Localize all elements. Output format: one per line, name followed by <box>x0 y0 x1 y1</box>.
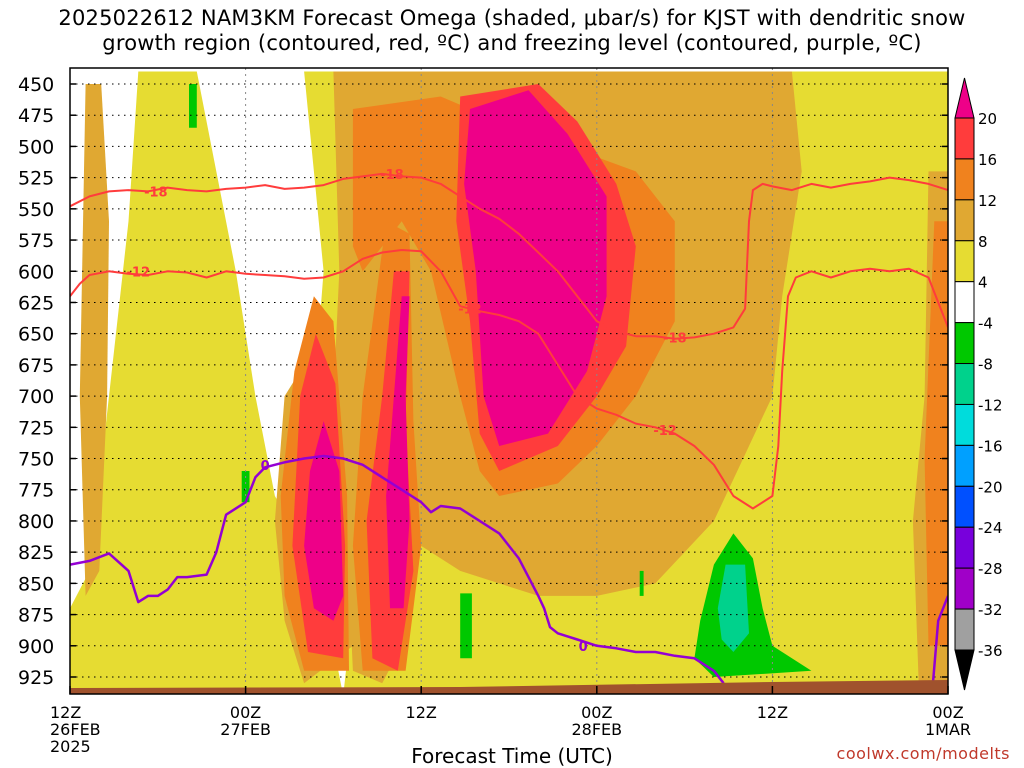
colorbar-swatch <box>954 444 975 487</box>
credit-url[interactable]: coolwx.com/modelts <box>836 744 1010 763</box>
colorbar-swatch <box>954 240 975 283</box>
colorbar-label: -24 <box>978 519 1003 537</box>
y-tick-label: 775 <box>18 480 54 502</box>
y-tick-label: 475 <box>18 105 54 127</box>
x-tick-label: 2025 <box>50 737 91 756</box>
freezing-level-line-right <box>931 595 948 690</box>
colorbar-label: -12 <box>978 396 1003 414</box>
colorbar-swatch <box>954 281 975 324</box>
x-tick-label: 28FEB <box>571 720 622 739</box>
colorbar-swatch <box>954 403 975 446</box>
colorbar-label: -28 <box>978 560 1003 578</box>
colorbar-label: 16 <box>978 151 997 169</box>
colorbar-swatch <box>954 158 975 201</box>
colorbar-swatch <box>954 567 975 610</box>
omega-region-14 <box>304 421 344 621</box>
colorbar-label: -4 <box>978 315 993 333</box>
omega-region-17 <box>717 564 749 652</box>
y-tick-label: 700 <box>18 386 54 408</box>
omega-region-15 <box>386 296 410 609</box>
omega-region-0 <box>70 71 343 694</box>
y-tick-label: 450 <box>18 74 54 96</box>
y-tick-label: 725 <box>18 417 54 439</box>
x-tick-label: 12Z <box>50 703 81 722</box>
colorbar-label: 8 <box>978 233 988 251</box>
dgz-contour-label: -12 <box>458 303 482 318</box>
chart-title-line-2: growth region (contoured, red, ºC) and f… <box>102 31 922 55</box>
colorbar-swatch <box>954 608 975 651</box>
x-tick-label: 12Z <box>757 703 788 722</box>
dgz-contour-label: -12 <box>653 424 677 439</box>
y-tick-label: 575 <box>18 230 54 252</box>
plot-frame <box>69 67 949 695</box>
y-tick-label: 550 <box>18 199 54 221</box>
colorbar-swatch <box>954 322 975 365</box>
x-tick-label: 00Z <box>230 703 261 722</box>
dgz-contour-label: -18 <box>663 331 687 346</box>
colorbar-label: 12 <box>978 192 997 210</box>
colorbar-swatch <box>954 199 975 242</box>
y-tick-label: 875 <box>18 605 54 627</box>
colorbar-label: -8 <box>978 356 993 374</box>
y-tick-label: 625 <box>18 292 54 314</box>
dgz-contour-m12 <box>70 249 948 510</box>
y-tick-label: 500 <box>18 136 54 158</box>
x-tick-label: 00Z <box>932 703 963 722</box>
x-axis-title: Forecast Time (UTC) <box>411 744 613 768</box>
colorbar-label: 4 <box>978 274 988 292</box>
colorbar-swatch <box>954 117 975 160</box>
colorbar-swatch <box>954 363 975 405</box>
y-tick-label: 650 <box>18 324 54 346</box>
x-tick-label: 27FEB <box>220 720 271 739</box>
y-tick-label: 600 <box>18 261 54 283</box>
dgz-contour-label: -18 <box>144 185 168 200</box>
dgz-contour-m18 <box>70 172 948 340</box>
freezing-level-line <box>70 454 725 684</box>
y-tick-label: 800 <box>18 511 54 533</box>
omega-region-19 <box>189 84 197 128</box>
x-tick-label: 1MAR <box>925 720 971 739</box>
y-tick-label: 525 <box>18 168 54 190</box>
freezing-level-label: 0 <box>261 459 270 474</box>
x-tick-label: 26FEB <box>50 720 101 739</box>
y-tick-label: 750 <box>18 449 54 471</box>
colorbar-top-arrow <box>954 77 975 119</box>
dgz-contour-label: -12 <box>127 265 151 280</box>
omega-region-18 <box>460 593 472 659</box>
plot-area: -18 -18 -12 -12 -18 -12 0 0 <box>70 68 948 694</box>
chart-title-line-1: 2025022612 NAM3KM Forecast Omega (shaded… <box>58 6 966 30</box>
omega-region-21 <box>639 570 644 596</box>
dgz-contour-label: -18 <box>380 168 404 183</box>
y-tick-label: 925 <box>18 667 54 689</box>
x-tick-label: 00Z <box>581 703 612 722</box>
colorbar: 20 16 12 8 4 -4 -8 -12 -16 -20 -24 -28 -32 -36 <box>954 77 1003 691</box>
colorbar-swatch <box>954 526 975 569</box>
y-tick-label: 900 <box>18 636 54 658</box>
colorbar-label: -32 <box>978 601 1003 619</box>
y-tick-label: 850 <box>18 573 54 595</box>
colorbar-label: -36 <box>978 642 1003 660</box>
terrain-ground <box>70 680 948 694</box>
omega-region-9 <box>924 221 948 646</box>
colorbar-swatch <box>954 485 975 528</box>
colorbar-label: -20 <box>978 478 1003 496</box>
colorbar-label: -16 <box>978 437 1003 455</box>
y-tick-label: 825 <box>18 542 54 564</box>
freezing-level-label: 0 <box>579 640 588 655</box>
omega-region-2 <box>79 84 109 596</box>
x-tick-label: 12Z <box>406 703 437 722</box>
omega-region-13 <box>464 90 607 446</box>
colorbar-bottom-arrow <box>954 649 975 691</box>
colorbar-label: 20 <box>978 110 997 128</box>
y-tick-label: 675 <box>18 355 54 377</box>
chart-title: 2025022612 NAM3KM Forecast Omega (shaded… <box>0 6 1024 56</box>
